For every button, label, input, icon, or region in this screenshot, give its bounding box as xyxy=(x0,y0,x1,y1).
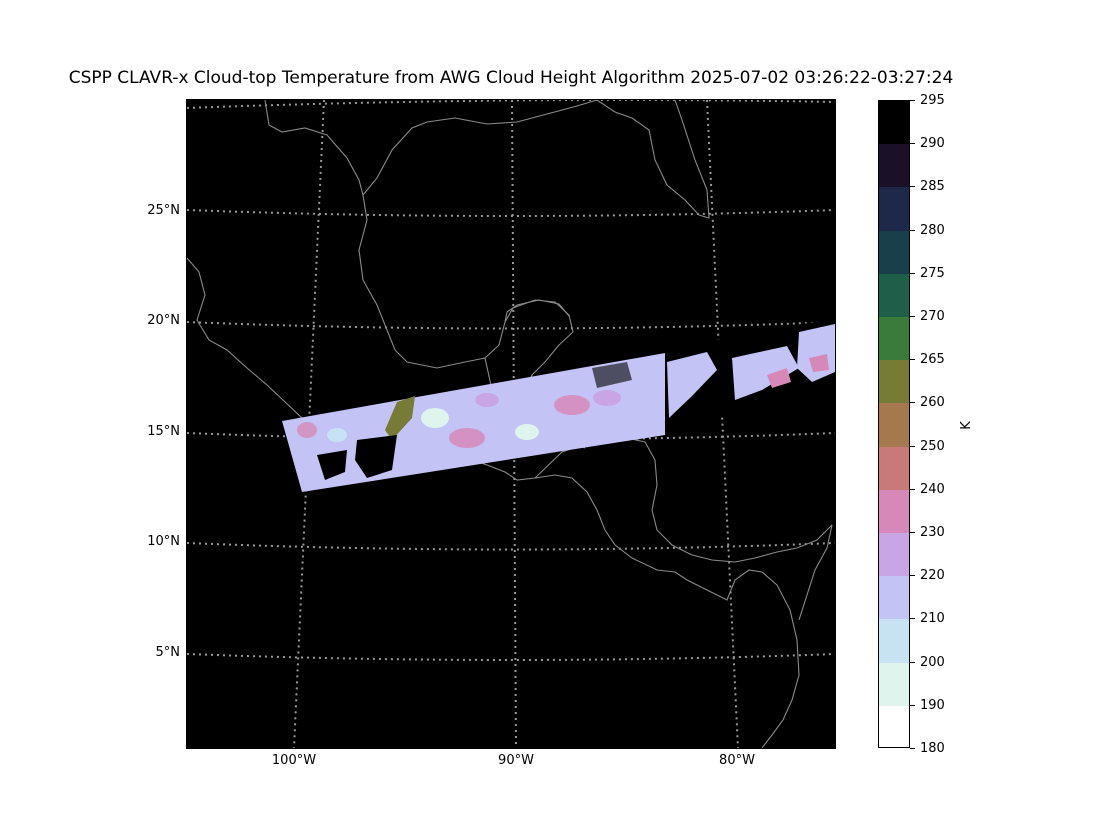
colorbar-tick xyxy=(910,402,915,404)
colorbar-tick xyxy=(910,704,915,706)
colorbar-tick-label: 230 xyxy=(920,525,945,540)
colorbar-segment xyxy=(879,187,909,232)
colorbar-tick-label: 280 xyxy=(920,222,945,238)
colorbar-tick-label: 220 xyxy=(920,568,945,584)
longitude-label-80w: 80°W xyxy=(719,753,755,768)
latitude-label-20n: 20°N xyxy=(147,313,180,328)
latitude-label-10n: 10°N xyxy=(147,534,180,549)
colorbar-tick xyxy=(910,748,915,749)
colorbar-segment xyxy=(879,317,909,361)
latitude-line-30n xyxy=(187,100,835,109)
latitude-line-20n xyxy=(187,321,835,330)
colorbar-tick-label: 210 xyxy=(920,611,945,627)
colorbar-tick xyxy=(910,618,915,620)
swath-pink-patch xyxy=(809,354,829,372)
clear-gap-3 xyxy=(592,362,632,388)
colorbar-tick xyxy=(910,186,915,188)
colorbar-segment xyxy=(879,230,909,275)
colorbar-tick xyxy=(910,143,915,145)
green-patch xyxy=(385,396,415,440)
longitude-line-80w xyxy=(706,100,739,748)
colorbar-tick-label: 285 xyxy=(920,179,945,195)
longitude-label-90w: 90°W xyxy=(498,753,534,768)
pink-area-1 xyxy=(449,428,485,448)
latitude-label-5n: 5°N xyxy=(155,645,181,660)
colorbar-segment xyxy=(879,446,909,491)
cold-core-1 xyxy=(421,408,449,428)
swath-east-clouds-3 xyxy=(797,324,835,382)
colorbar-tick-label: 290 xyxy=(920,136,945,152)
colorbar-segment xyxy=(879,489,909,534)
cold-core-3 xyxy=(327,428,347,442)
colorbar-tick-label: 190 xyxy=(920,697,945,713)
us-gulf-coast xyxy=(362,100,598,196)
colorbar-tick xyxy=(910,532,915,533)
swath-east-clouds xyxy=(667,352,717,418)
longitude-label-100w: 100°W xyxy=(271,753,317,768)
florida-coast xyxy=(596,100,710,219)
pacific-coast-mexico xyxy=(187,257,800,748)
cold-core-2 xyxy=(515,424,539,440)
colorbar-tick-label: 295 xyxy=(920,93,945,108)
colorbar-segment xyxy=(879,576,909,620)
colorbar-tick xyxy=(910,359,915,361)
colorbar-tick xyxy=(910,661,915,663)
caribbean-coast xyxy=(534,437,833,563)
map-panel xyxy=(186,99,836,749)
pink-area-2 xyxy=(554,395,590,415)
colorbar-segment xyxy=(879,360,909,404)
colorbar-tick xyxy=(910,445,915,447)
clear-gap-2 xyxy=(317,450,347,480)
colorbar-segment xyxy=(879,662,909,707)
swath-pink-patch-2 xyxy=(767,368,791,388)
colorbar-segment xyxy=(879,101,909,145)
clear-gap-1 xyxy=(355,435,397,478)
coastlines xyxy=(187,100,833,748)
swath-east-clouds-2 xyxy=(732,346,799,400)
cloud-top-temperature-swath xyxy=(282,318,835,492)
colorbar-segment xyxy=(879,533,909,577)
colorbar-tick-label: 265 xyxy=(920,352,945,368)
colorbar-tick-label: 200 xyxy=(920,654,945,670)
colorbar-segment xyxy=(879,144,909,188)
colorbar-tick-label: 275 xyxy=(920,265,945,281)
colorbar-tick xyxy=(910,575,915,577)
colorbar-tick xyxy=(910,229,915,231)
colorbar-units: K xyxy=(958,421,974,430)
yucatan-coast xyxy=(504,299,570,323)
latitude-line-5n xyxy=(187,653,835,661)
latitude-label-25n: 25°N xyxy=(147,203,180,218)
pink-area-5 xyxy=(475,393,499,407)
latitude-label-15n: 15°N xyxy=(147,424,180,439)
colorbar-tick-label: 240 xyxy=(920,481,945,497)
mexico-gulf-coast xyxy=(264,100,574,423)
colombia-coast xyxy=(798,524,833,621)
latitude-line-25n xyxy=(187,209,835,217)
colorbar-tick-label: 180 xyxy=(920,741,945,756)
colorbar-tick xyxy=(910,488,915,490)
colorbar-segment xyxy=(879,619,909,664)
colorbar-tick xyxy=(910,100,915,101)
map-canvas xyxy=(187,100,835,748)
colorbar-segment xyxy=(879,273,909,318)
colorbar-tick-label: 260 xyxy=(920,395,945,411)
colorbar-tick-label: 250 xyxy=(920,438,945,454)
colorbar-tick xyxy=(910,272,915,274)
colorbar xyxy=(878,100,910,748)
colorbar-segment xyxy=(879,705,909,747)
colorbar-tick-label: 270 xyxy=(920,309,945,324)
figure-title: CSPP CLAVR-x Cloud-top Temperature from … xyxy=(68,68,954,88)
colorbar-tick xyxy=(910,316,915,317)
colorbar-segment xyxy=(879,403,909,448)
latitude-line-10n xyxy=(187,542,835,551)
pink-area-4 xyxy=(593,390,621,406)
pink-area-3 xyxy=(297,422,317,438)
